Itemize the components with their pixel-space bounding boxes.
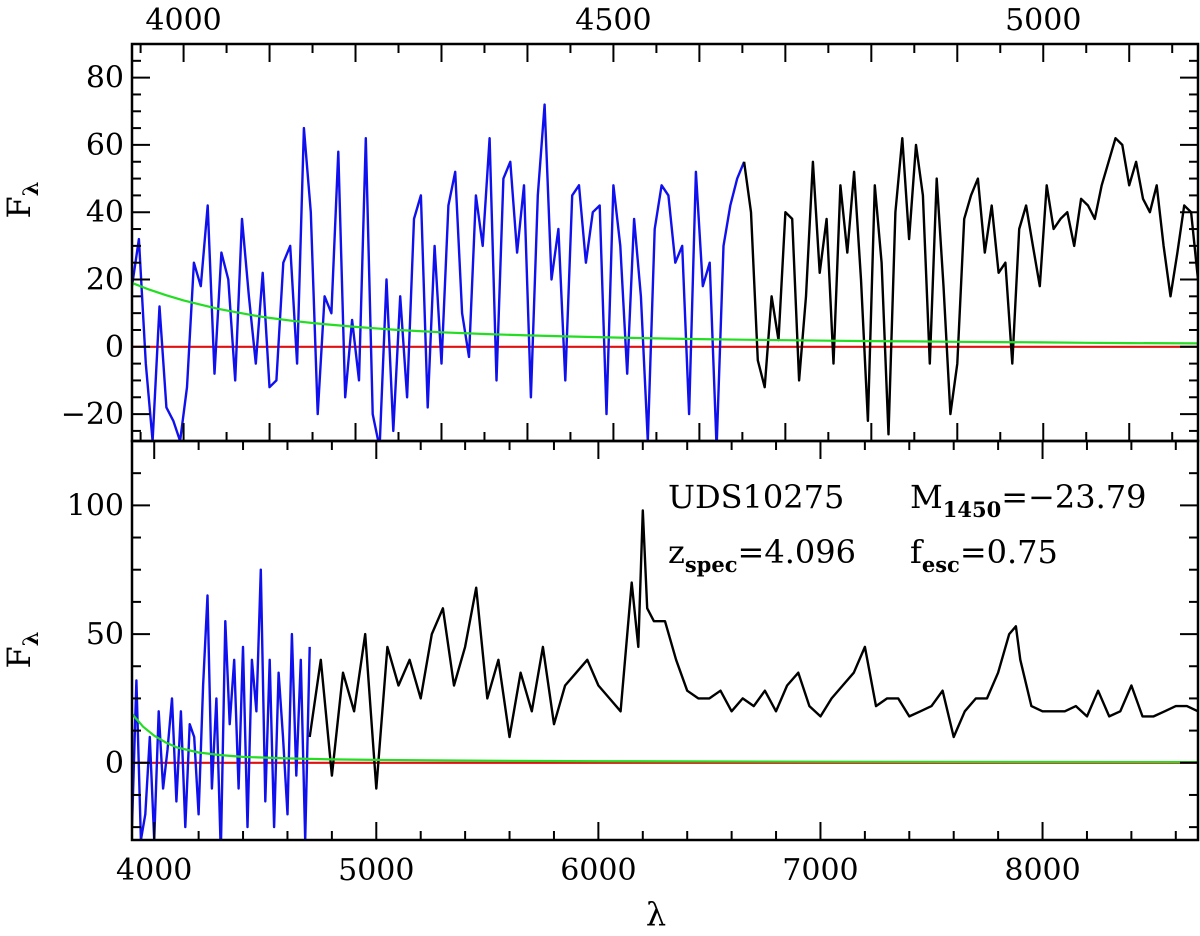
- top-black-series-line: [742, 136, 1198, 436]
- bottom-ylabel: Fλ: [0, 632, 43, 669]
- top-panel: −20 0 20 40 60 80 4000 4500 5000 Fλ: [0, 3, 1200, 443]
- top-x-tick-label: 4000: [145, 3, 221, 38]
- object-name-label: UDS10275: [668, 478, 844, 516]
- magnitude-label: M1450=−23.79: [910, 478, 1146, 522]
- bottom-y-tick-label: 0: [105, 746, 124, 781]
- bottom-x-tick-label: 8000: [1004, 853, 1080, 888]
- top-ylabel: Fλ: [0, 182, 43, 219]
- bottom-y-tick-label: 50: [86, 617, 124, 652]
- top-y-tick-label: 60: [86, 128, 124, 163]
- bottom-x-tick-label: 5000: [338, 853, 414, 888]
- bottom-blue-series-line: [132, 568, 311, 840]
- bottom-xlabel: λ: [646, 895, 666, 931]
- top-curves: [132, 103, 1198, 441]
- bottom-green-series-line: [132, 713, 1198, 764]
- bottom-x-tick-label: 7000: [782, 853, 858, 888]
- bottom-x-tick-label: 6000: [560, 853, 636, 888]
- top-y-tick-label: 20: [86, 263, 124, 298]
- bottom-x-tick-label: 4000: [116, 853, 192, 888]
- redshift-label: zspec=4.096: [668, 533, 856, 577]
- bottom-curves: [132, 509, 1198, 840]
- top-x-tick-label: 5000: [1005, 3, 1081, 38]
- bottom-black-series-line: [308, 509, 1198, 790]
- top-y-tick-label: 80: [86, 61, 124, 96]
- bottom-panel: 0 50 100 4000 5000 6000 7000 8000 Fλ λ UDS10275…: [0, 439, 1200, 933]
- top-ticks: −20 0 20 40 60 80 4000 4500 5000: [61, 3, 1198, 441]
- top-x-tick-label: 4500: [575, 3, 651, 38]
- top-y-tick-label: 40: [86, 195, 124, 230]
- top-green-series-line: [132, 281, 1198, 345]
- top-panel-frame: [130, 42, 1200, 443]
- escape-fraction-label: fesc=0.75: [910, 533, 1058, 577]
- top-y-tick-label: 0: [105, 330, 124, 365]
- bottom-panel-frame: [130, 439, 1200, 842]
- bottom-ticks: 0 50 100 4000 5000 6000 7000 8000: [67, 440, 1198, 888]
- top-blue-series-line: [132, 103, 746, 441]
- top-y-tick-label: −20: [61, 397, 124, 432]
- bottom-y-tick-label: 100: [67, 488, 124, 523]
